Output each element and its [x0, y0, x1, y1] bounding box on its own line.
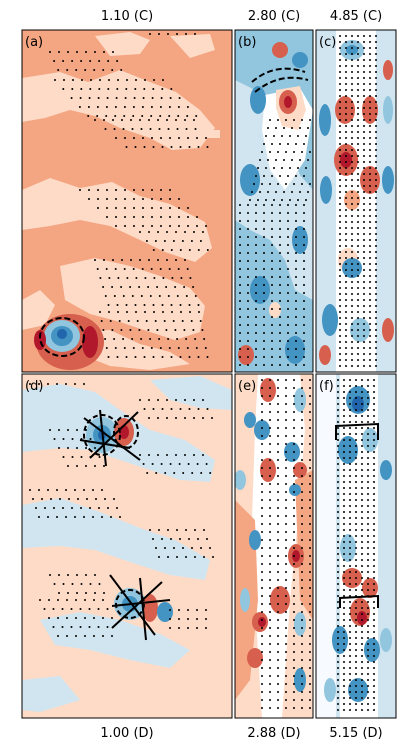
panel-b: [235, 30, 313, 372]
panel-d: [22, 374, 232, 718]
panel-f-label: (f): [319, 379, 334, 394]
title-top-b: 2.80 (C): [248, 9, 300, 24]
panel-e-label: (e): [238, 379, 256, 394]
title-top-c: 4.85 (C): [330, 9, 382, 24]
panel-a-label: (a): [25, 35, 43, 50]
panel-b-frame: [234, 29, 314, 373]
panel-c-frame: [315, 29, 397, 373]
panel-e-frame: [234, 373, 314, 719]
panel-f: [316, 374, 396, 718]
panel-a-frame: [21, 29, 233, 373]
panel-c-label: (c): [319, 35, 336, 50]
title-bottom-f: 5.15 (D): [329, 726, 382, 741]
panel-a: [22, 30, 232, 372]
panel-e: [235, 374, 313, 718]
panel-f-frame: [315, 373, 397, 719]
title-bottom-e: 2.88 (D): [247, 726, 300, 741]
panel-d-label: (d): [25, 379, 43, 394]
panel-c: [316, 30, 396, 372]
title-top-a: 1.10 (C): [101, 9, 153, 24]
title-bottom-d: 1.00 (D): [100, 726, 153, 741]
panel-d-frame: [21, 373, 233, 719]
panel-b-label: (b): [238, 35, 256, 50]
